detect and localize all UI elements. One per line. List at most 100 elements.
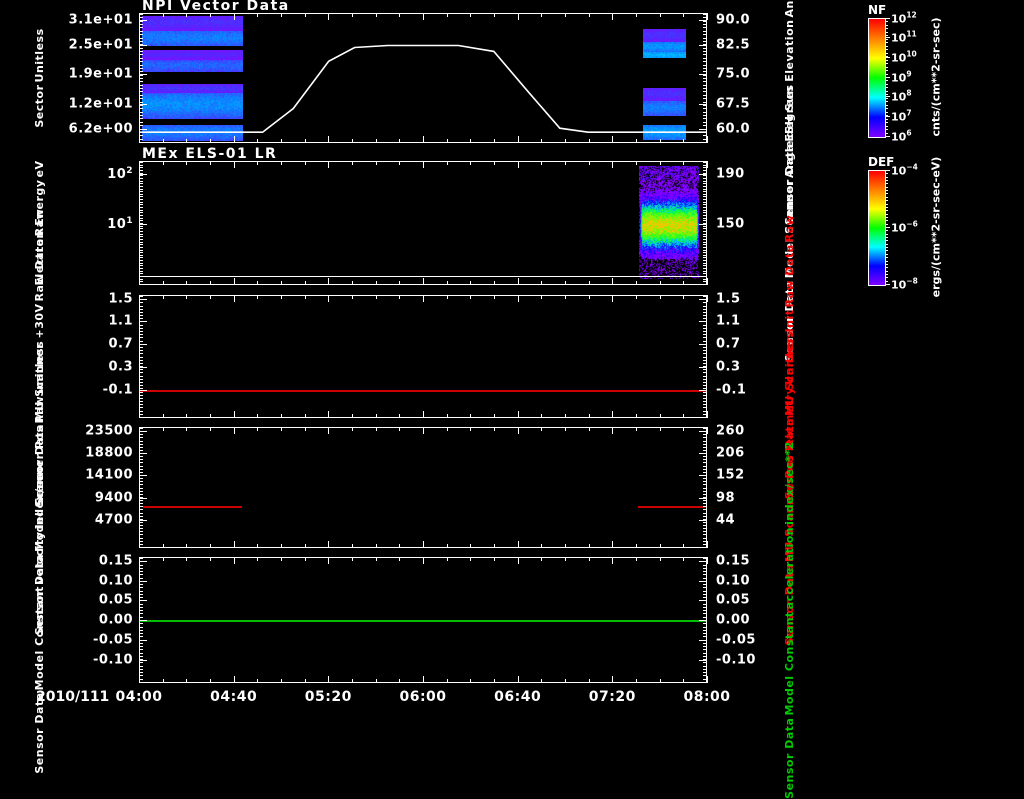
y-minor-tick — [139, 328, 143, 329]
colorbar-minor-tick — [885, 42, 888, 43]
x-minor-tick — [163, 281, 164, 285]
mu-scanner-pos-telemetry-segment — [143, 506, 242, 508]
right-axis-title-mex-els-01-lr-line: Angle — [784, 140, 796, 178]
colorbar-minor-tick — [885, 129, 888, 130]
x-minor-tick — [399, 281, 400, 285]
y-minor-tick — [703, 112, 707, 113]
colorbar-minor-tick — [885, 187, 888, 188]
x-minor-tick — [636, 427, 637, 431]
y-minor-tick — [703, 541, 707, 542]
x-minor-tick — [210, 161, 211, 165]
y-minor-tick — [703, 328, 707, 329]
y-tick-label-left: 9400 — [95, 490, 133, 505]
y-tick-label-left: 102 — [107, 166, 133, 182]
y-minor-tick — [139, 71, 143, 72]
y-minor-tick — [703, 196, 707, 197]
x-minor-tick — [565, 544, 566, 548]
x-minor-tick — [257, 281, 258, 285]
y-minor-tick — [703, 369, 707, 370]
colorbar-minor-tick — [885, 173, 888, 174]
x-minor-tick — [518, 544, 519, 548]
y-minor-tick — [703, 318, 707, 319]
x-minor-tick — [518, 427, 519, 431]
x-minor-tick — [376, 557, 377, 561]
y-minor-tick — [703, 71, 707, 72]
y-minor-tick — [139, 350, 143, 351]
x-minor-tick — [660, 557, 661, 561]
x-minor-tick — [660, 427, 661, 431]
y-minor-tick — [139, 139, 143, 140]
esh-sun-elevation-curve — [140, 14, 706, 142]
y-minor-tick — [703, 653, 707, 654]
y-minor-tick — [139, 363, 143, 364]
y-minor-tick — [703, 519, 707, 520]
x-minor-tick — [257, 13, 258, 17]
x-axis-tick-label: 06:00 — [399, 689, 446, 705]
x-minor-tick — [399, 13, 400, 17]
y-minor-tick — [139, 395, 143, 396]
colorbar-minor-tick — [885, 122, 888, 123]
y-minor-tick — [139, 672, 143, 673]
x-minor-tick — [257, 544, 258, 548]
y-minor-tick — [139, 273, 143, 274]
y-minor-tick — [703, 139, 707, 140]
x-minor-tick — [163, 427, 164, 431]
y-minor-tick — [139, 223, 143, 224]
x-minor-tick — [660, 161, 661, 165]
y-minor-tick — [139, 135, 143, 136]
colorbar-unit-nf-colorbar: cnts/(cm**2-sr-sec) — [930, 17, 943, 136]
x-minor-tick — [612, 295, 613, 299]
x-minor-tick — [399, 427, 400, 431]
x-minor-tick — [281, 295, 282, 299]
x-minor-tick — [518, 281, 519, 285]
x-minor-tick — [281, 414, 282, 418]
x-minor-tick — [186, 427, 187, 431]
y-minor-tick — [703, 666, 707, 667]
panel-model-constant-velocity — [139, 557, 707, 683]
colorbar-minor-tick — [885, 193, 888, 194]
y-tick-label-right: 44 — [716, 513, 735, 528]
y-tick-label-right: 1.1 — [716, 314, 741, 329]
y-minor-tick — [139, 522, 143, 523]
y-minor-tick — [139, 578, 143, 579]
x-minor-tick — [494, 544, 495, 548]
colorbar-minor-tick — [885, 25, 888, 26]
x-minor-tick — [186, 557, 187, 561]
y-tick-label-right: -0.05 — [716, 633, 756, 648]
y-minor-tick — [139, 175, 143, 176]
y-minor-tick — [139, 178, 143, 179]
y-minor-tick — [139, 646, 143, 647]
y-minor-tick — [703, 204, 707, 205]
y-minor-tick — [703, 44, 707, 45]
left-axis-title-model-scanner-pos-raw-line: unitless — [34, 340, 46, 393]
y-minor-tick — [703, 337, 707, 338]
x-minor-tick — [163, 557, 164, 561]
y-minor-tick — [703, 417, 707, 418]
y-minor-tick — [139, 142, 143, 143]
y-minor-tick — [703, 228, 707, 229]
x-minor-tick — [683, 13, 684, 17]
y-minor-tick — [703, 538, 707, 539]
y-minor-tick — [139, 344, 143, 345]
y-minor-tick — [139, 600, 143, 601]
y-minor-tick — [703, 587, 707, 588]
y-minor-tick — [703, 312, 707, 313]
x-minor-tick — [589, 281, 590, 285]
colorbar-minor-tick — [885, 207, 888, 208]
colorbar-minor-tick — [885, 210, 888, 211]
x-minor-tick — [541, 13, 542, 17]
x-minor-tick — [589, 295, 590, 299]
y-minor-tick — [139, 679, 143, 680]
y-minor-tick — [139, 398, 143, 399]
colorbar-minor-tick — [885, 74, 888, 75]
y-minor-tick — [703, 478, 707, 479]
y-minor-tick — [139, 478, 143, 479]
x-minor-tick — [328, 13, 329, 17]
colorbar-minor-tick — [885, 237, 888, 238]
y-minor-tick — [703, 481, 707, 482]
y-minor-tick — [703, 578, 707, 579]
x-minor-tick — [636, 557, 637, 561]
y-minor-tick — [703, 662, 707, 663]
x-minor-tick — [186, 544, 187, 548]
y-minor-tick — [703, 649, 707, 650]
